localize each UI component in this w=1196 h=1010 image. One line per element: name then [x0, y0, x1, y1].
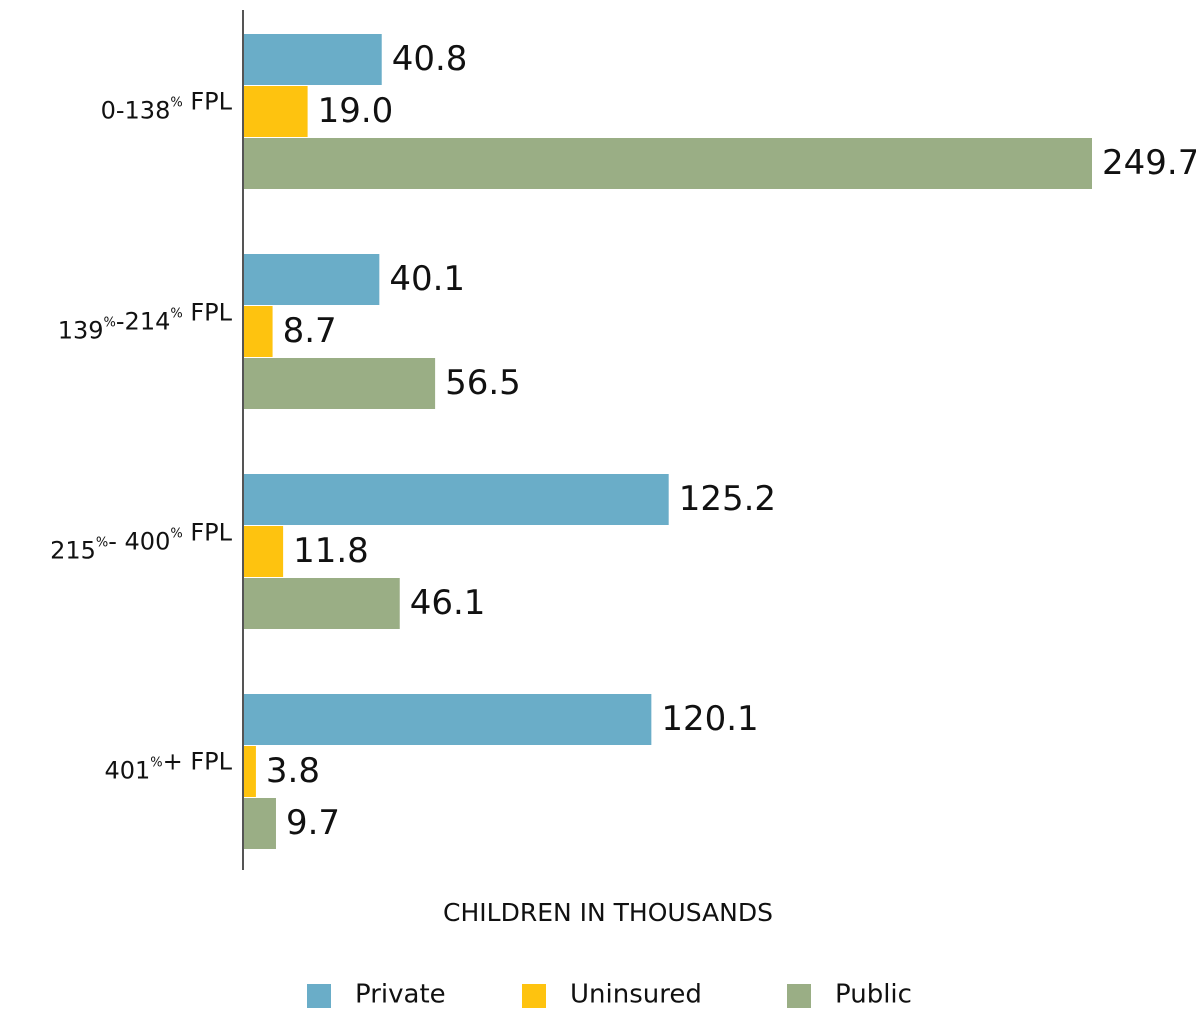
legend-label: Uninsured: [570, 980, 702, 1010]
value-label: 9.7: [286, 803, 340, 843]
bar: [244, 34, 382, 85]
bar: [244, 526, 284, 577]
legend-label: Private: [355, 980, 446, 1010]
legend-swatch: [522, 984, 546, 1008]
value-label: 3.8: [266, 751, 320, 791]
value-label: 56.5: [445, 363, 521, 403]
bar: [244, 746, 256, 797]
bar: [244, 86, 308, 137]
bar: [244, 306, 273, 357]
x-axis-title: CHILDREN IN THOUSANDS: [443, 898, 773, 927]
value-label: 40.8: [392, 39, 468, 79]
value-label: 8.7: [283, 311, 337, 351]
value-label: 19.0: [318, 91, 394, 131]
bar: [244, 138, 1092, 189]
category-label: 401%+ FPL: [104, 748, 232, 785]
category-label: 0-138% FPL: [101, 88, 233, 125]
value-label: 249.7: [1102, 143, 1196, 183]
legend-swatch: [787, 984, 811, 1008]
value-label: 125.2: [679, 479, 776, 519]
value-label: 40.1: [389, 259, 465, 299]
bar: [244, 474, 669, 525]
legend-label: Public: [835, 980, 912, 1010]
bar: [244, 358, 436, 409]
bar: [244, 694, 652, 745]
value-label: 120.1: [661, 699, 758, 739]
value-label: 46.1: [410, 583, 486, 623]
value-label: 11.8: [293, 531, 369, 571]
legend-swatch: [307, 984, 331, 1008]
category-label: 215%- 400% FPL: [50, 519, 233, 565]
bar: [244, 798, 276, 849]
category-label: 139%-214% FPL: [58, 299, 233, 345]
bar: [244, 254, 380, 305]
bar: [244, 578, 400, 629]
